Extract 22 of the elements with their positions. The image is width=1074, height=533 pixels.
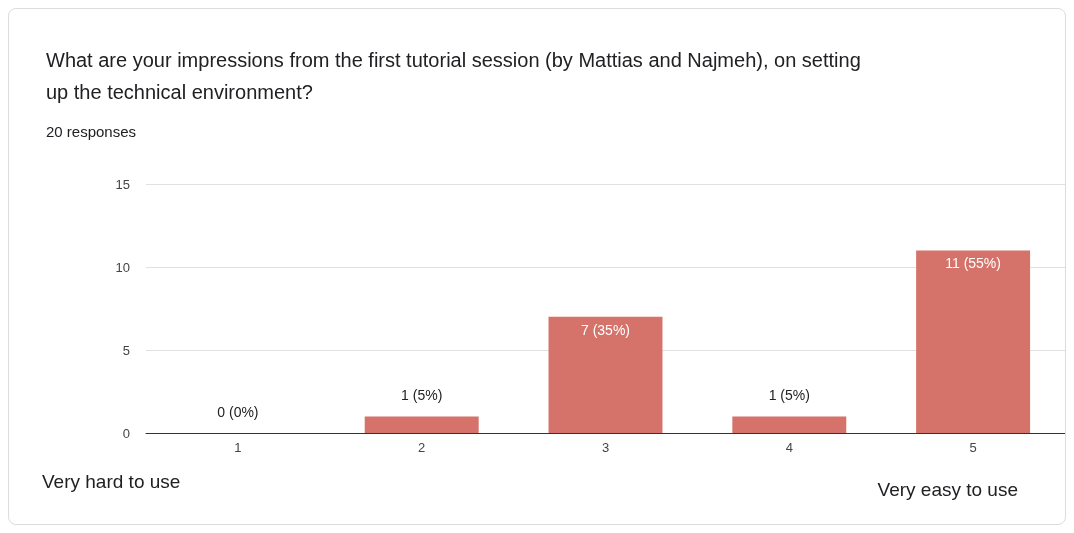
- x-tick-label: 4: [785, 440, 793, 455]
- x-tick-label: 5: [969, 440, 977, 455]
- text: Very hard to use: [42, 471, 181, 492]
- x-tick-label: 1: [234, 440, 242, 455]
- y-tick-label: 15: [115, 176, 130, 192]
- text: Very easy to use: [877, 479, 1018, 500]
- bar: [732, 416, 847, 433]
- chart-subtitle: 20 responses: [46, 123, 137, 140]
- data-label: 0 (0%): [217, 404, 259, 420]
- bar: [548, 316, 663, 433]
- y-tick-label: 0: [122, 425, 130, 441]
- bar: [916, 250, 1031, 433]
- y-tick-label: 10: [115, 259, 130, 275]
- chart-title: What are your impressions from the first tutorial session (by Mattias and Najmeh), on setting up the technical environment?: [46, 49, 861, 103]
- data-label: 11 (55%): [945, 255, 1001, 272]
- y-tick-label: 5: [122, 342, 130, 358]
- data-label: 1 (5%): [401, 387, 443, 404]
- data-label: 7 (35%): [580, 321, 631, 338]
- x-tick-label: 2: [418, 440, 426, 455]
- data-label: 1 (5%): [768, 387, 810, 404]
- bar: [364, 416, 479, 433]
- x-tick-label: 3: [601, 440, 610, 455]
